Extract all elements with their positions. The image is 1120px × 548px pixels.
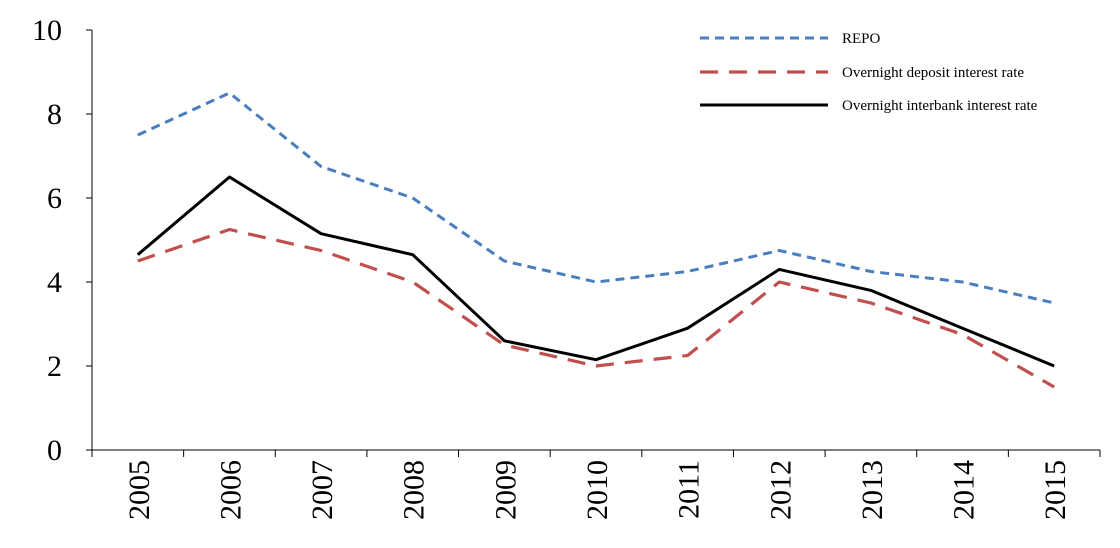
x-tick-label: 2007 (306, 460, 339, 520)
y-tick-label: 4 (47, 266, 62, 299)
x-tick-label: 2006 (214, 460, 247, 520)
y-tick-label: 8 (47, 98, 62, 131)
x-tick-label: 2012 (764, 460, 797, 520)
series-line-overnight-interbank-interest-rate (136, 175, 1055, 368)
legend-label-repo: REPO (842, 31, 881, 47)
axes: 0 2 4 6 8 10 2005 2006 2007 2008 2009 2010 2011 2012 2… (32, 14, 1101, 520)
y-tick-label: 10 (32, 14, 62, 47)
x-tick-label: 2010 (581, 460, 614, 520)
legend-label-overnight-deposit-interest-rate: Overnight deposit interest rate (842, 65, 1024, 81)
x-tick-label: 2014 (948, 460, 981, 520)
x-tick-label: 2015 (1039, 460, 1072, 520)
x-tick-label: 2009 (489, 460, 522, 520)
legend-label-overnight-interbank-interest-rate: Overnight interbank interest rate (842, 98, 1038, 114)
y-tick-label: 0 (47, 434, 62, 467)
series-group (136, 91, 1055, 389)
series-line-overnight-deposit-interest-rate (137, 227, 1055, 389)
series-line-repo (137, 91, 1055, 305)
x-tick-label: 2005 (123, 460, 156, 520)
x-tick-label: 2011 (673, 460, 706, 519)
x-tick-label: 2008 (398, 460, 431, 520)
x-tick-label: 2013 (856, 460, 889, 520)
legend: REPO Overnight deposit interest rate Overn… (700, 31, 1038, 114)
y-tick-label: 2 (47, 350, 62, 383)
y-tick-label: 6 (47, 182, 62, 215)
